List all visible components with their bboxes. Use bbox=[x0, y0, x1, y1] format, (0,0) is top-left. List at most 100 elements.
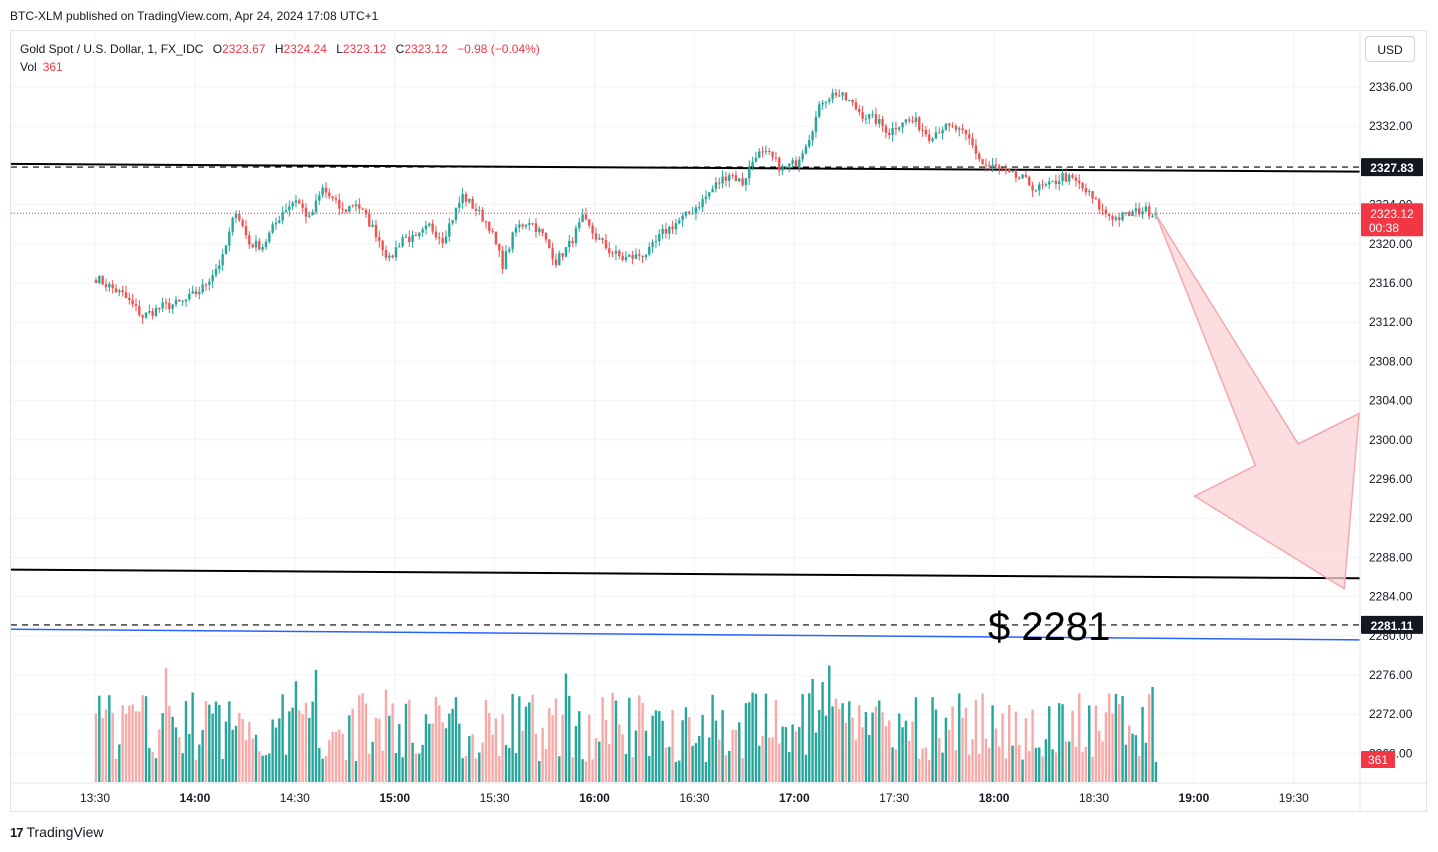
candle-up bbox=[354, 204, 358, 207]
volume-bar bbox=[1038, 747, 1041, 782]
candle-up bbox=[524, 224, 528, 227]
candle-up bbox=[294, 200, 298, 203]
volume-bar bbox=[794, 731, 798, 782]
volume-bar bbox=[764, 693, 768, 782]
volume-bar bbox=[524, 706, 528, 782]
candle-down bbox=[588, 219, 591, 226]
volume-bar bbox=[1111, 713, 1114, 782]
candle-down bbox=[471, 198, 474, 209]
y-tick-label: 2316.00 bbox=[1369, 276, 1413, 290]
candle-down bbox=[298, 200, 301, 204]
candle-up bbox=[821, 102, 824, 105]
candle-down bbox=[164, 302, 168, 304]
candle-up bbox=[798, 159, 801, 167]
x-tick-label: 16:00 bbox=[579, 791, 610, 805]
x-tick-label: 14:00 bbox=[180, 791, 211, 805]
volume-bar bbox=[304, 702, 308, 782]
candle-up bbox=[171, 304, 174, 309]
candle-up bbox=[221, 254, 224, 266]
volume-bar bbox=[878, 700, 881, 782]
volume-bar bbox=[824, 715, 828, 782]
volume-bar bbox=[121, 705, 124, 782]
volume-bar bbox=[868, 735, 871, 782]
candle-up bbox=[748, 166, 751, 179]
candle-down bbox=[794, 160, 798, 167]
volume-bar bbox=[111, 712, 114, 782]
volume-bar bbox=[964, 707, 968, 782]
candle-up bbox=[668, 226, 671, 234]
candle-down bbox=[1108, 213, 1111, 216]
candle-up bbox=[1038, 184, 1041, 191]
volume-bar bbox=[908, 740, 911, 782]
candle-down bbox=[501, 250, 504, 270]
tradingview-logo[interactable]: 17 TradingView bbox=[10, 824, 104, 840]
candle-down bbox=[441, 238, 444, 244]
x-tick-label: 15:30 bbox=[480, 791, 510, 805]
candle-up bbox=[161, 302, 164, 309]
candle-up bbox=[831, 92, 834, 100]
volume-bar bbox=[258, 751, 261, 782]
candle-down bbox=[1104, 209, 1108, 214]
volume-bar bbox=[941, 752, 944, 782]
volume-bar bbox=[751, 692, 754, 782]
currency-button[interactable]: USD bbox=[1365, 36, 1415, 62]
candle-up bbox=[704, 196, 708, 200]
candle-up bbox=[198, 291, 201, 295]
candle-up bbox=[681, 215, 684, 221]
candle-down bbox=[1094, 198, 1098, 200]
low-value: 2323.12 bbox=[342, 42, 387, 56]
volume-bar bbox=[248, 722, 251, 782]
volume-bar bbox=[1044, 739, 1048, 782]
candle-up bbox=[1141, 211, 1144, 215]
candle-up bbox=[691, 213, 694, 215]
candle-down bbox=[324, 187, 328, 193]
volume-bar bbox=[574, 726, 578, 782]
volume-bar bbox=[1004, 758, 1008, 782]
current-price-tag: 2323.12 bbox=[1370, 207, 1414, 221]
volume-bar bbox=[1121, 696, 1124, 782]
candle-down bbox=[884, 126, 888, 133]
volume-bar bbox=[928, 759, 931, 782]
volume-bar bbox=[688, 717, 691, 782]
candle-up bbox=[401, 237, 404, 247]
candle-down bbox=[344, 209, 348, 212]
volume-bar bbox=[744, 703, 748, 782]
volume-bar bbox=[961, 717, 964, 782]
candle-up bbox=[231, 218, 234, 232]
candle-up bbox=[914, 117, 918, 122]
volume-bar bbox=[584, 761, 588, 782]
volume-bar bbox=[124, 713, 128, 782]
volume-bar bbox=[1084, 746, 1088, 782]
candle-down bbox=[774, 157, 778, 159]
volume-bar bbox=[591, 759, 594, 782]
volume-bar bbox=[421, 744, 424, 782]
candle-up bbox=[394, 247, 398, 258]
candle-down bbox=[731, 175, 734, 177]
volume-bar bbox=[1114, 693, 1118, 782]
candle-up bbox=[1011, 171, 1014, 173]
volume-bar bbox=[1134, 735, 1138, 782]
candle-down bbox=[761, 151, 764, 153]
volume-bar bbox=[624, 754, 628, 782]
candle-down bbox=[601, 238, 604, 241]
candle-up bbox=[634, 254, 638, 259]
y-tick-label: 2312.00 bbox=[1369, 315, 1413, 329]
candle-up bbox=[578, 222, 581, 229]
candle-up bbox=[701, 199, 704, 208]
volume-bar bbox=[844, 722, 848, 782]
candle-down bbox=[114, 288, 118, 293]
candle-up bbox=[864, 118, 868, 120]
volume-bar bbox=[164, 668, 168, 782]
candle-up bbox=[191, 291, 194, 294]
candle-up bbox=[254, 240, 258, 248]
volume-bar bbox=[514, 753, 518, 782]
candle-down bbox=[1028, 176, 1031, 186]
volume-bar bbox=[1051, 749, 1054, 782]
volume-bar bbox=[641, 703, 644, 782]
candle-up bbox=[878, 119, 881, 124]
lower-trendline bbox=[10, 568, 1361, 580]
volume-bar bbox=[288, 711, 291, 782]
volume-bar bbox=[724, 755, 728, 782]
candle-up bbox=[1021, 174, 1024, 179]
